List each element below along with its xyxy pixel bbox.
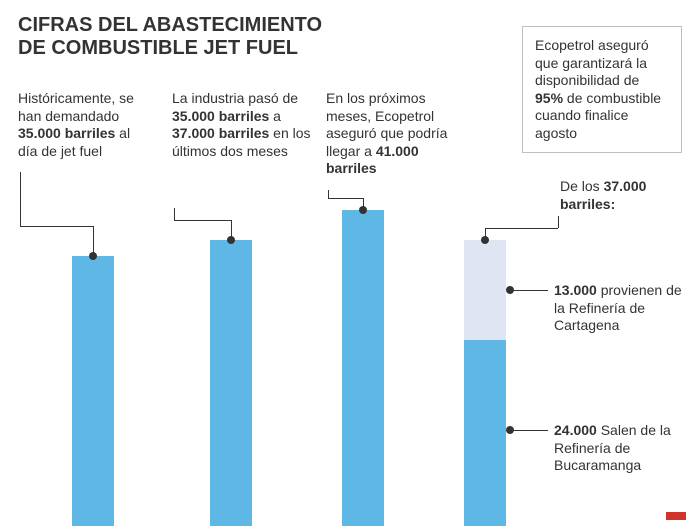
leader-bucaramanga bbox=[510, 430, 548, 431]
dot-breakdown bbox=[481, 236, 489, 244]
leader-breakdown-v1 bbox=[558, 216, 559, 228]
note-cartagena: 13.000 provienen de la Refinería de Cart… bbox=[554, 282, 694, 335]
leader-hist-h bbox=[20, 226, 93, 227]
leader-future-h bbox=[328, 198, 363, 199]
note-future: En los próximos meses, Ecopetrol aseguró… bbox=[326, 90, 466, 178]
bar-cartagena bbox=[464, 240, 506, 340]
chart-title: CIFRAS DEL ABASTECIMIENTO DE COMBUSTIBLE… bbox=[18, 14, 322, 60]
note-bucaramanga: 24.000 Salen de la Refinería de Bucarama… bbox=[554, 422, 694, 475]
leader-indus-h bbox=[174, 220, 231, 221]
leader-future-v1 bbox=[328, 190, 329, 198]
bar-future bbox=[342, 210, 384, 526]
leader-hist-v2 bbox=[93, 226, 94, 256]
leader-indus-v1 bbox=[174, 208, 175, 220]
accent-mark bbox=[666, 512, 686, 520]
dot-future bbox=[359, 206, 367, 214]
dot-indus bbox=[227, 236, 235, 244]
title-line-2: DE COMBUSTIBLE JET FUEL bbox=[18, 37, 298, 59]
bar-indus bbox=[210, 240, 252, 526]
leader-cartagena bbox=[510, 290, 548, 291]
title-line-1: CIFRAS DEL ABASTECIMIENTO bbox=[18, 14, 322, 36]
callout-box: Ecopetrol aseguró que garantizará la dis… bbox=[522, 26, 682, 153]
bar-hist bbox=[72, 256, 114, 526]
leader-hist-v bbox=[20, 172, 21, 226]
note-hist: Históricamente, se han demandado 35.000 … bbox=[18, 90, 148, 160]
leader-breakdown-h bbox=[485, 228, 558, 229]
note-breakdown-header: De los 37.000 barriles: bbox=[560, 178, 680, 213]
note-indus: La industria pasó de 35.000 barriles a 3… bbox=[172, 90, 312, 160]
bar-bucaramanga bbox=[464, 340, 506, 526]
